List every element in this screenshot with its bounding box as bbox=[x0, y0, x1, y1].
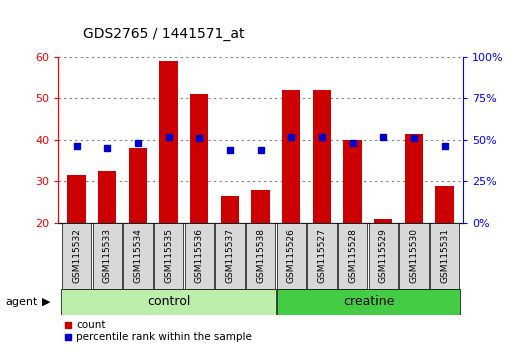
Bar bbox=[159, 61, 177, 223]
Bar bbox=[251, 190, 269, 223]
FancyBboxPatch shape bbox=[398, 223, 428, 289]
Text: creatine: creatine bbox=[342, 295, 393, 308]
Legend: count, percentile rank within the sample: count, percentile rank within the sample bbox=[63, 320, 251, 342]
Text: agent: agent bbox=[5, 297, 37, 307]
Text: GDS2765 / 1441571_at: GDS2765 / 1441571_at bbox=[83, 27, 244, 41]
Bar bbox=[281, 90, 300, 223]
FancyBboxPatch shape bbox=[277, 289, 459, 315]
Text: GSM115534: GSM115534 bbox=[133, 228, 142, 283]
FancyBboxPatch shape bbox=[337, 223, 367, 289]
Text: GSM115538: GSM115538 bbox=[256, 228, 265, 283]
FancyBboxPatch shape bbox=[245, 223, 275, 289]
Bar bbox=[98, 171, 116, 223]
Text: GSM115533: GSM115533 bbox=[103, 228, 112, 283]
Text: GSM115530: GSM115530 bbox=[409, 228, 418, 283]
Text: GSM115528: GSM115528 bbox=[347, 228, 357, 283]
FancyBboxPatch shape bbox=[61, 289, 275, 315]
Bar bbox=[128, 148, 147, 223]
FancyBboxPatch shape bbox=[307, 223, 336, 289]
Text: GSM115531: GSM115531 bbox=[439, 228, 448, 283]
FancyBboxPatch shape bbox=[215, 223, 244, 289]
FancyBboxPatch shape bbox=[429, 223, 459, 289]
Bar bbox=[312, 90, 330, 223]
Text: GSM115529: GSM115529 bbox=[378, 228, 387, 283]
Bar bbox=[434, 185, 453, 223]
Text: GSM115527: GSM115527 bbox=[317, 228, 326, 283]
Text: GSM115526: GSM115526 bbox=[286, 228, 295, 283]
Bar bbox=[373, 219, 392, 223]
FancyBboxPatch shape bbox=[184, 223, 214, 289]
Bar bbox=[190, 94, 208, 223]
FancyBboxPatch shape bbox=[154, 223, 183, 289]
Text: GSM115537: GSM115537 bbox=[225, 228, 234, 283]
Bar bbox=[220, 196, 239, 223]
Text: ▶: ▶ bbox=[41, 297, 50, 307]
FancyBboxPatch shape bbox=[123, 223, 153, 289]
Text: GSM115535: GSM115535 bbox=[164, 228, 173, 283]
Text: control: control bbox=[146, 295, 190, 308]
Bar bbox=[404, 133, 422, 223]
FancyBboxPatch shape bbox=[368, 223, 397, 289]
FancyBboxPatch shape bbox=[92, 223, 122, 289]
Text: GSM115532: GSM115532 bbox=[72, 228, 81, 283]
FancyBboxPatch shape bbox=[62, 223, 91, 289]
Bar bbox=[343, 140, 361, 223]
FancyBboxPatch shape bbox=[276, 223, 306, 289]
Bar bbox=[67, 175, 86, 223]
Text: GSM115536: GSM115536 bbox=[194, 228, 204, 283]
